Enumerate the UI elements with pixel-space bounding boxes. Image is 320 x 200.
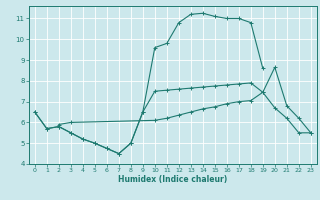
X-axis label: Humidex (Indice chaleur): Humidex (Indice chaleur) [118, 175, 228, 184]
